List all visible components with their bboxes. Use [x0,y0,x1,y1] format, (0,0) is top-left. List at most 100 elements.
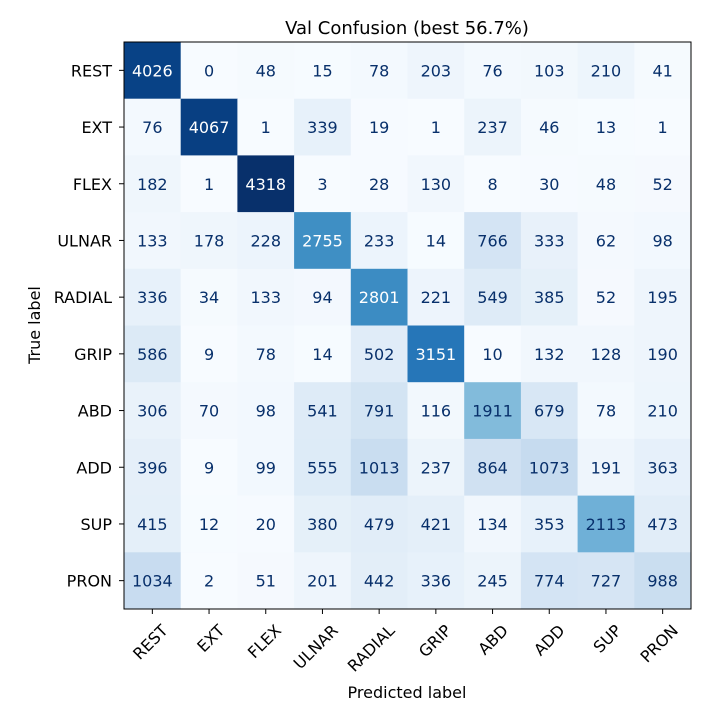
heatmap-cell [634,98,692,156]
heatmap-cell [124,552,182,610]
cell-value-label: 28 [369,175,389,194]
heatmap-cell [237,552,295,610]
heatmap-cell [577,382,635,440]
cell-value-label: 1 [431,118,441,137]
heatmap-cell [634,382,692,440]
heatmap-cell [294,325,352,383]
cell-value-label: 10 [482,345,502,364]
heatmap-cell [520,98,579,156]
heatmap-cell [464,268,522,326]
cell-value-label: 380 [307,515,338,534]
heatmap-cell [577,98,635,156]
cell-value-label: 128 [591,345,622,364]
heatmap-cell [237,268,295,326]
cell-value-label: 3151 [415,345,456,364]
x-tick-label: PRON [636,621,681,666]
heatmap-cell [124,268,182,326]
cell-value-label: 363 [647,458,678,477]
heatmap-cell [464,212,522,270]
cell-value-label: 8 [487,175,497,194]
y-tick-label: RADIAL [54,288,112,307]
cell-value-label: 221 [421,288,452,307]
cell-value-label: 2801 [359,288,400,307]
cell-value-label: 0 [204,61,214,80]
heatmap-cell [577,42,635,100]
heatmap-cell [577,552,635,610]
heatmap-cell [350,212,408,270]
heatmap-cell [180,98,238,156]
cell-value-label: 210 [647,402,678,421]
heatmap-cell [237,495,295,553]
heatmap-cell [294,98,352,156]
cell-value-label: 791 [364,402,395,421]
heatmap-cell [577,268,635,326]
y-axis-label: True label [25,286,44,365]
cell-value-label: 19 [369,118,389,137]
heatmap-cell [350,42,408,100]
cell-value-label: 78 [369,61,389,80]
cell-value-label: 233 [364,231,395,250]
cell-value-label: 1 [261,118,271,137]
x-tick-label: FLEX [244,621,285,662]
heatmap-cell [180,42,238,100]
heatmap-cell [350,268,408,326]
cell-value-label: 182 [137,175,168,194]
heatmap-cell [577,212,635,270]
heatmap-cell [294,212,352,270]
cell-value-label: 541 [307,402,338,421]
cell-value-label: 78 [256,345,276,364]
cell-value-label: 245 [477,572,508,591]
heatmap-cell [180,155,238,213]
heatmap-cell [180,325,238,383]
cell-value-label: 1034 [132,572,173,591]
heatmap-cell [124,438,182,497]
heatmap-cell [180,552,238,610]
y-tick-label: SUP [80,515,112,534]
heatmap-cell [407,382,465,440]
heatmap-cell [520,438,579,497]
heatmap-cell [350,155,408,213]
y-tick-label: GRIP [74,345,112,364]
heatmap-cell [634,42,692,100]
heatmap-cell [577,155,635,213]
cell-value-label: 98 [652,231,672,250]
cell-value-label: 4318 [245,175,286,194]
heatmap-cell [634,438,692,497]
heatmap-cell [294,438,352,497]
cell-value-label: 62 [596,231,616,250]
heatmap-cell [407,552,465,610]
cell-value-label: 4067 [189,118,230,137]
cell-value-label: 679 [534,402,565,421]
cell-value-label: 133 [137,231,168,250]
heatmap-cell [294,382,352,440]
cell-value-label: 396 [137,458,168,477]
cell-value-label: 94 [312,288,332,307]
heatmap-cell [634,552,692,610]
x-tick-label: SUP [590,621,626,657]
cell-value-label: 51 [256,572,276,591]
y-tick-label: REST [71,61,112,80]
cell-value-label: 116 [421,402,452,421]
heatmap-cell [464,155,522,213]
cell-value-label: 586 [137,345,168,364]
heatmap-cell [464,495,522,553]
heatmap-cell [124,212,182,270]
cell-value-label: 1013 [359,458,400,477]
heatmap-cell [634,268,692,326]
heatmap-cell [407,438,465,497]
heatmap-cell [464,552,522,610]
cell-value-label: 34 [199,288,219,307]
heatmap-cell [237,155,295,213]
cell-value-label: 421 [421,515,452,534]
heatmap-cell [520,212,579,270]
x-tick-label: ULNAR [290,621,342,673]
cell-value-label: 549 [477,288,508,307]
heatmap-cell [407,268,465,326]
y-axis-ticks: REST EXT FLEX ULNAR RADIAL GRIP ABD ADD SUP PRON [54,61,124,591]
heatmap-cell [350,495,408,553]
cell-value-label: 46 [539,118,559,137]
heatmap-cell [464,438,522,497]
cell-value-label: 2113 [586,515,627,534]
heatmap-cell [634,325,692,383]
cell-value-label: 502 [364,345,395,364]
